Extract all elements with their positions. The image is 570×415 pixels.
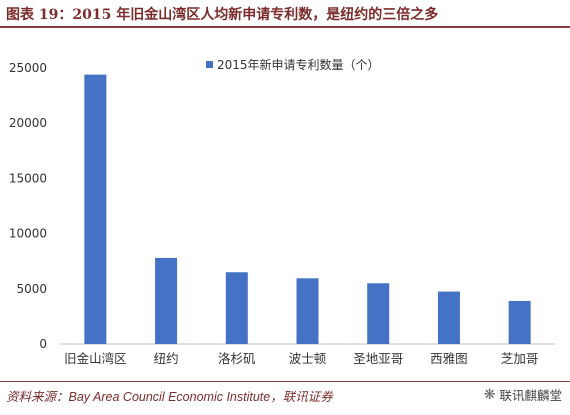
y-tick-label: 0 (39, 337, 47, 351)
x-tick-label: 纽约 (154, 351, 179, 366)
bar-chart: 0 5000 10000 15000 20000 25000 旧金山湾区 纽约 洛杉矶 波士顿 圣… (9, 57, 555, 366)
bar (437, 291, 460, 344)
title-divider (0, 26, 570, 28)
bars (84, 74, 531, 345)
y-tick-label: 20000 (9, 116, 47, 130)
watermark-text: 联讯麒麟堂 (499, 388, 562, 403)
legend-swatch (206, 61, 213, 68)
y-axis-ticks: 0 5000 10000 15000 20000 25000 (9, 61, 47, 351)
bar (367, 283, 390, 344)
watermark: ❋ 联讯麒麟堂 (484, 385, 562, 404)
x-tick-label: 波士顿 (289, 351, 327, 366)
bar (155, 257, 178, 344)
footer-divider (0, 381, 570, 382)
wechat-icon: ❋ (483, 386, 496, 403)
x-tick-label: 洛杉矶 (218, 351, 256, 366)
x-tick-label: 西雅图 (430, 351, 468, 366)
bar (225, 272, 248, 344)
legend: 2015年新申请专利数量（个） (206, 57, 380, 72)
bar (296, 278, 319, 344)
chart-title: 图表 19：2015 年旧金山湾区人均新申请专利数，是纽约的三倍之多 (6, 7, 439, 23)
legend-label: 2015年新申请专利数量（个） (217, 57, 380, 72)
y-tick-label: 15000 (9, 171, 47, 185)
bar (84, 74, 107, 345)
x-tick-label: 芝加哥 (501, 351, 539, 366)
source-note: 资料来源：Bay Area Council Economic Institute… (6, 390, 333, 404)
y-tick-label: 5000 (16, 282, 47, 296)
x-tick-label: 旧金山湾区 (64, 351, 127, 366)
bar (508, 300, 531, 344)
y-tick-label: 10000 (9, 227, 47, 241)
x-axis-labels: 旧金山湾区 纽约 洛杉矶 波士顿 圣地亚哥 西雅图 芝加哥 (64, 351, 538, 366)
y-tick-label: 25000 (9, 61, 47, 75)
x-tick-label: 圣地亚哥 (353, 351, 403, 366)
